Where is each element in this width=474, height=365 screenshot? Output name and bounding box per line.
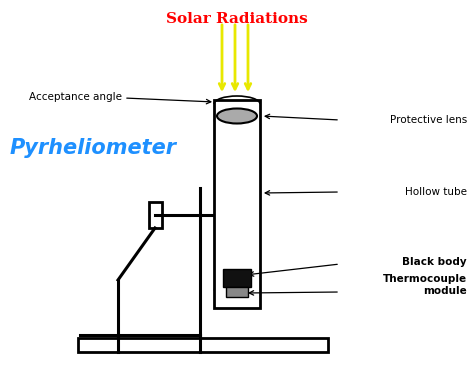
Ellipse shape — [217, 108, 257, 123]
Bar — [226, 287, 248, 297]
Bar — [78, 338, 328, 352]
Text: Thermocouple
module: Thermocouple module — [383, 274, 467, 296]
Text: Black body: Black body — [402, 257, 467, 267]
Text: Hollow tube: Hollow tube — [405, 187, 467, 197]
Bar — [149, 202, 162, 228]
Text: Pyrheliometer: Pyrheliometer — [10, 138, 177, 158]
Bar — [214, 100, 260, 308]
Text: Protective lens: Protective lens — [390, 115, 467, 125]
Text: Solar Radiations: Solar Radiations — [166, 12, 308, 26]
Text: Acceptance angle: Acceptance angle — [29, 92, 122, 102]
Bar — [223, 269, 251, 287]
